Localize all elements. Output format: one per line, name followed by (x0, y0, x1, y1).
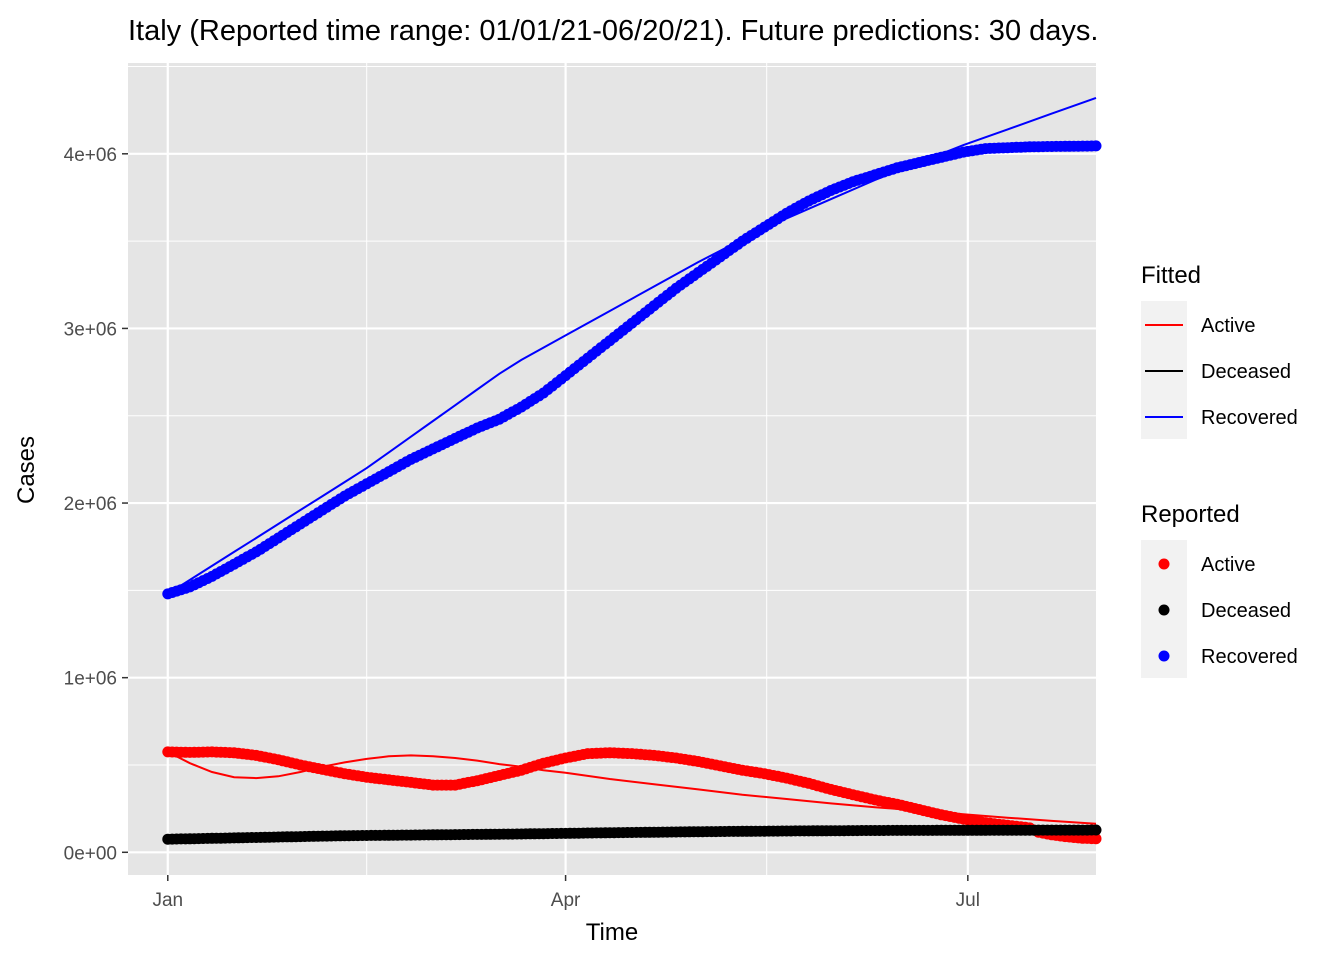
chart-title: Italy (Reported time range: 01/01/21-06/… (128, 15, 1098, 47)
legend-fitted: Fitted Active Deceased Recovered (1141, 262, 1298, 439)
legend-reported-label-deceased: Deceased (1201, 600, 1291, 622)
reported-points (162, 140, 1102, 845)
legend-fitted-label-deceased: Deceased (1201, 361, 1291, 383)
y-axis-title: Cases (13, 436, 40, 504)
reported-series-recovered (162, 140, 1102, 600)
legend-reported-key-active (1158, 558, 1170, 570)
reported-point (1090, 824, 1102, 836)
legend-fitted-title: Fitted (1141, 262, 1201, 289)
legend-reported-key-recovered (1158, 650, 1170, 662)
x-tick-label: Jan (152, 890, 183, 911)
reported-series-deceased (162, 824, 1102, 845)
plot-panel (128, 63, 1096, 875)
legend-reported: Reported Active Deceased Recovered (1141, 501, 1298, 678)
legend-fitted-label-active: Active (1201, 315, 1255, 337)
x-axis-title: Time (586, 919, 638, 946)
y-tick-label: 3e+06 (64, 319, 117, 340)
legend-fitted-label-recovered: Recovered (1201, 407, 1298, 429)
reported-point (1090, 140, 1102, 152)
y-tick-label: 4e+06 (64, 145, 117, 166)
reported-series-active (162, 746, 1102, 845)
x-axis: Jan Apr Jul (152, 875, 980, 911)
fitted-line-active (167, 751, 1097, 825)
x-tick-label: Jul (956, 890, 980, 911)
y-tick-label: 0e+00 (64, 843, 117, 864)
legend-reported-key-deceased (1158, 604, 1170, 616)
grid-major (128, 63, 1096, 875)
legend-reported-title: Reported (1141, 501, 1240, 528)
y-tick-label: 2e+06 (64, 494, 117, 515)
legend-reported-label-active: Active (1201, 554, 1255, 576)
y-axis: 0e+00 1e+06 2e+06 3e+06 4e+06 (64, 145, 128, 864)
y-tick-label: 1e+06 (64, 669, 117, 690)
legend-reported-label-recovered: Recovered (1201, 646, 1298, 668)
reported-point (1090, 833, 1102, 845)
x-tick-label: Apr (551, 890, 581, 911)
